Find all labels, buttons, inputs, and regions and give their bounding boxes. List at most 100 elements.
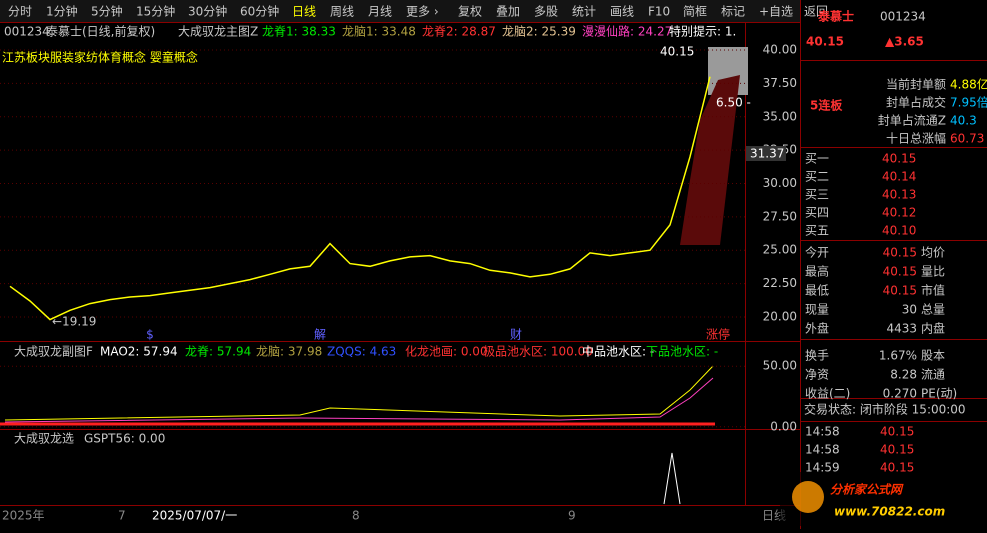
- watermark-url: www.70822.com: [834, 505, 945, 519]
- x-label: 2025年: [2, 509, 45, 523]
- y-tick-label: 20.00: [763, 309, 797, 323]
- watermark-logo: [792, 481, 824, 513]
- quote-label: 流通: [921, 368, 945, 382]
- trade-status: 交易状态: 闭市阶段 15:00:00: [804, 402, 966, 417]
- event-marker: 解: [314, 328, 326, 342]
- toolbar-button[interactable]: 复权: [458, 5, 482, 19]
- x-label: 2025/07/07/一: [152, 509, 237, 523]
- indicator-value: MAO2: 57.94: [100, 345, 178, 359]
- quote-value: 40.15: [883, 265, 917, 279]
- indicator-value: 中品池水区: -: [582, 344, 654, 359]
- tick-time: 14:58: [805, 443, 840, 457]
- change: ▲3.65: [885, 35, 924, 49]
- event-marker: $: [146, 328, 154, 342]
- indicator-value: ZQQS: 4.63: [327, 345, 396, 359]
- watermark-title: 分析家公式网: [830, 483, 904, 497]
- toolbar-button[interactable]: 更多 ›: [406, 5, 439, 19]
- toolbar-button[interactable]: 5分钟: [91, 4, 123, 19]
- quote-label: 净资: [805, 368, 829, 382]
- stat-label: 当前封单额: [886, 77, 946, 92]
- tick-time: 14:59: [805, 461, 840, 475]
- quote-label: 收益(二): [805, 387, 850, 401]
- stat-value: 40.3: [950, 114, 977, 128]
- toolbar-button[interactable]: F10: [648, 5, 670, 19]
- low-label: ←19.19: [52, 315, 96, 329]
- quote-value: 8.28: [890, 368, 917, 382]
- toolbar-button[interactable]: 统计: [572, 5, 596, 19]
- toolbar-button[interactable]: 60分钟: [240, 4, 279, 19]
- indicator-value: 龙脑: 37.98: [256, 345, 322, 359]
- toolbar-button[interactable]: 多股: [534, 5, 558, 19]
- toolbar-button[interactable]: 叠加: [496, 5, 520, 19]
- quote-label: 今开: [805, 245, 829, 260]
- concepts: 江苏板块服装家纺体育概念 婴童概念: [2, 50, 198, 65]
- y-tick-label: 35.00: [763, 109, 797, 123]
- toolbar-button[interactable]: 1分钟: [46, 4, 78, 19]
- indicator-value: 龙脊: 57.94: [185, 345, 251, 359]
- toolbar-button[interactable]: 画线: [610, 5, 634, 19]
- tick-price: 40.15: [880, 425, 914, 439]
- tick-time: 14:58: [805, 425, 840, 439]
- quote-label: 最高: [805, 264, 829, 279]
- toolbar-button[interactable]: 30分钟: [188, 4, 227, 19]
- y-tick-label: 27.50: [763, 209, 797, 223]
- high-label: 40.15: [660, 45, 694, 59]
- toolbar-button[interactable]: 返回: [804, 5, 828, 19]
- quote-value: 4433: [886, 322, 917, 336]
- quote-value: 0.270: [883, 387, 917, 401]
- quote-label: 市值: [921, 283, 945, 298]
- price: 40.15: [806, 35, 844, 49]
- book-price: 40.14: [882, 170, 916, 184]
- stat-label: 封单占成交: [886, 95, 946, 110]
- y-tick-label: 0.00: [770, 419, 797, 433]
- indicator-value: 龙脑1: 33.48: [342, 25, 416, 39]
- quote-value: 30: [902, 303, 917, 317]
- quote-label: 均价: [921, 246, 945, 260]
- stock-code: 001234: [880, 10, 926, 24]
- indicator-value: 极品池水区: 100.00: [483, 345, 593, 359]
- toolbar-button[interactable]: 分时: [8, 5, 32, 19]
- stat-label: 十日总涨幅: [886, 131, 946, 146]
- event-marker: 涨停: [706, 327, 730, 342]
- book-label: 买五: [805, 224, 829, 238]
- tick-price: 40.15: [880, 461, 914, 475]
- gap-label: 6.50 -: [716, 96, 751, 110]
- stat-value: 7.95倍: [950, 95, 987, 110]
- toolbar-button[interactable]: 日线: [292, 5, 316, 19]
- book-price: 40.13: [882, 188, 916, 202]
- y-tick-label: 22.50: [763, 276, 797, 290]
- book-label: 买三: [805, 188, 829, 202]
- book-label: 买一: [805, 152, 829, 166]
- sub-name: 大成驭龙选: [14, 432, 74, 446]
- sub-line: [4, 377, 714, 423]
- toolbar-button[interactable]: 标记: [721, 5, 745, 19]
- boards: 5连板: [810, 98, 843, 113]
- quote-label: 量比: [921, 265, 945, 279]
- stat-value: 60.73: [950, 132, 984, 146]
- toolbar-button[interactable]: 简框: [683, 5, 707, 19]
- toolbar-bg: [0, 0, 800, 22]
- toolbar-button[interactable]: 15分钟: [136, 4, 175, 19]
- indicator-value: 漫漫仙路: 24.27: [582, 24, 672, 39]
- indicator-value: 特别提示: 1.: [669, 24, 736, 39]
- toolbar-button[interactable]: 周线: [330, 5, 354, 19]
- quote-label: 现量: [805, 303, 829, 317]
- y-tick-label: 50.00: [763, 359, 797, 373]
- close-line: [9, 76, 711, 321]
- quote-value: 40.15: [883, 246, 917, 260]
- signal-spike: [663, 452, 681, 505]
- toolbar-button[interactable]: 月线: [368, 5, 392, 19]
- x-label: 9: [568, 509, 576, 523]
- toolbar-button[interactable]: +自选: [759, 5, 793, 19]
- book-price: 40.12: [882, 206, 916, 220]
- quote-value: 1.67%: [879, 349, 917, 363]
- indicator-value: 化龙池画: 0.00: [405, 345, 488, 359]
- quote-label: 外盘: [805, 321, 829, 336]
- tick-price: 40.15: [880, 443, 914, 457]
- y-tick-label: 30.00: [763, 176, 797, 190]
- y-tick-label: 37.50: [763, 76, 797, 90]
- quote-value: 40.15: [883, 284, 917, 298]
